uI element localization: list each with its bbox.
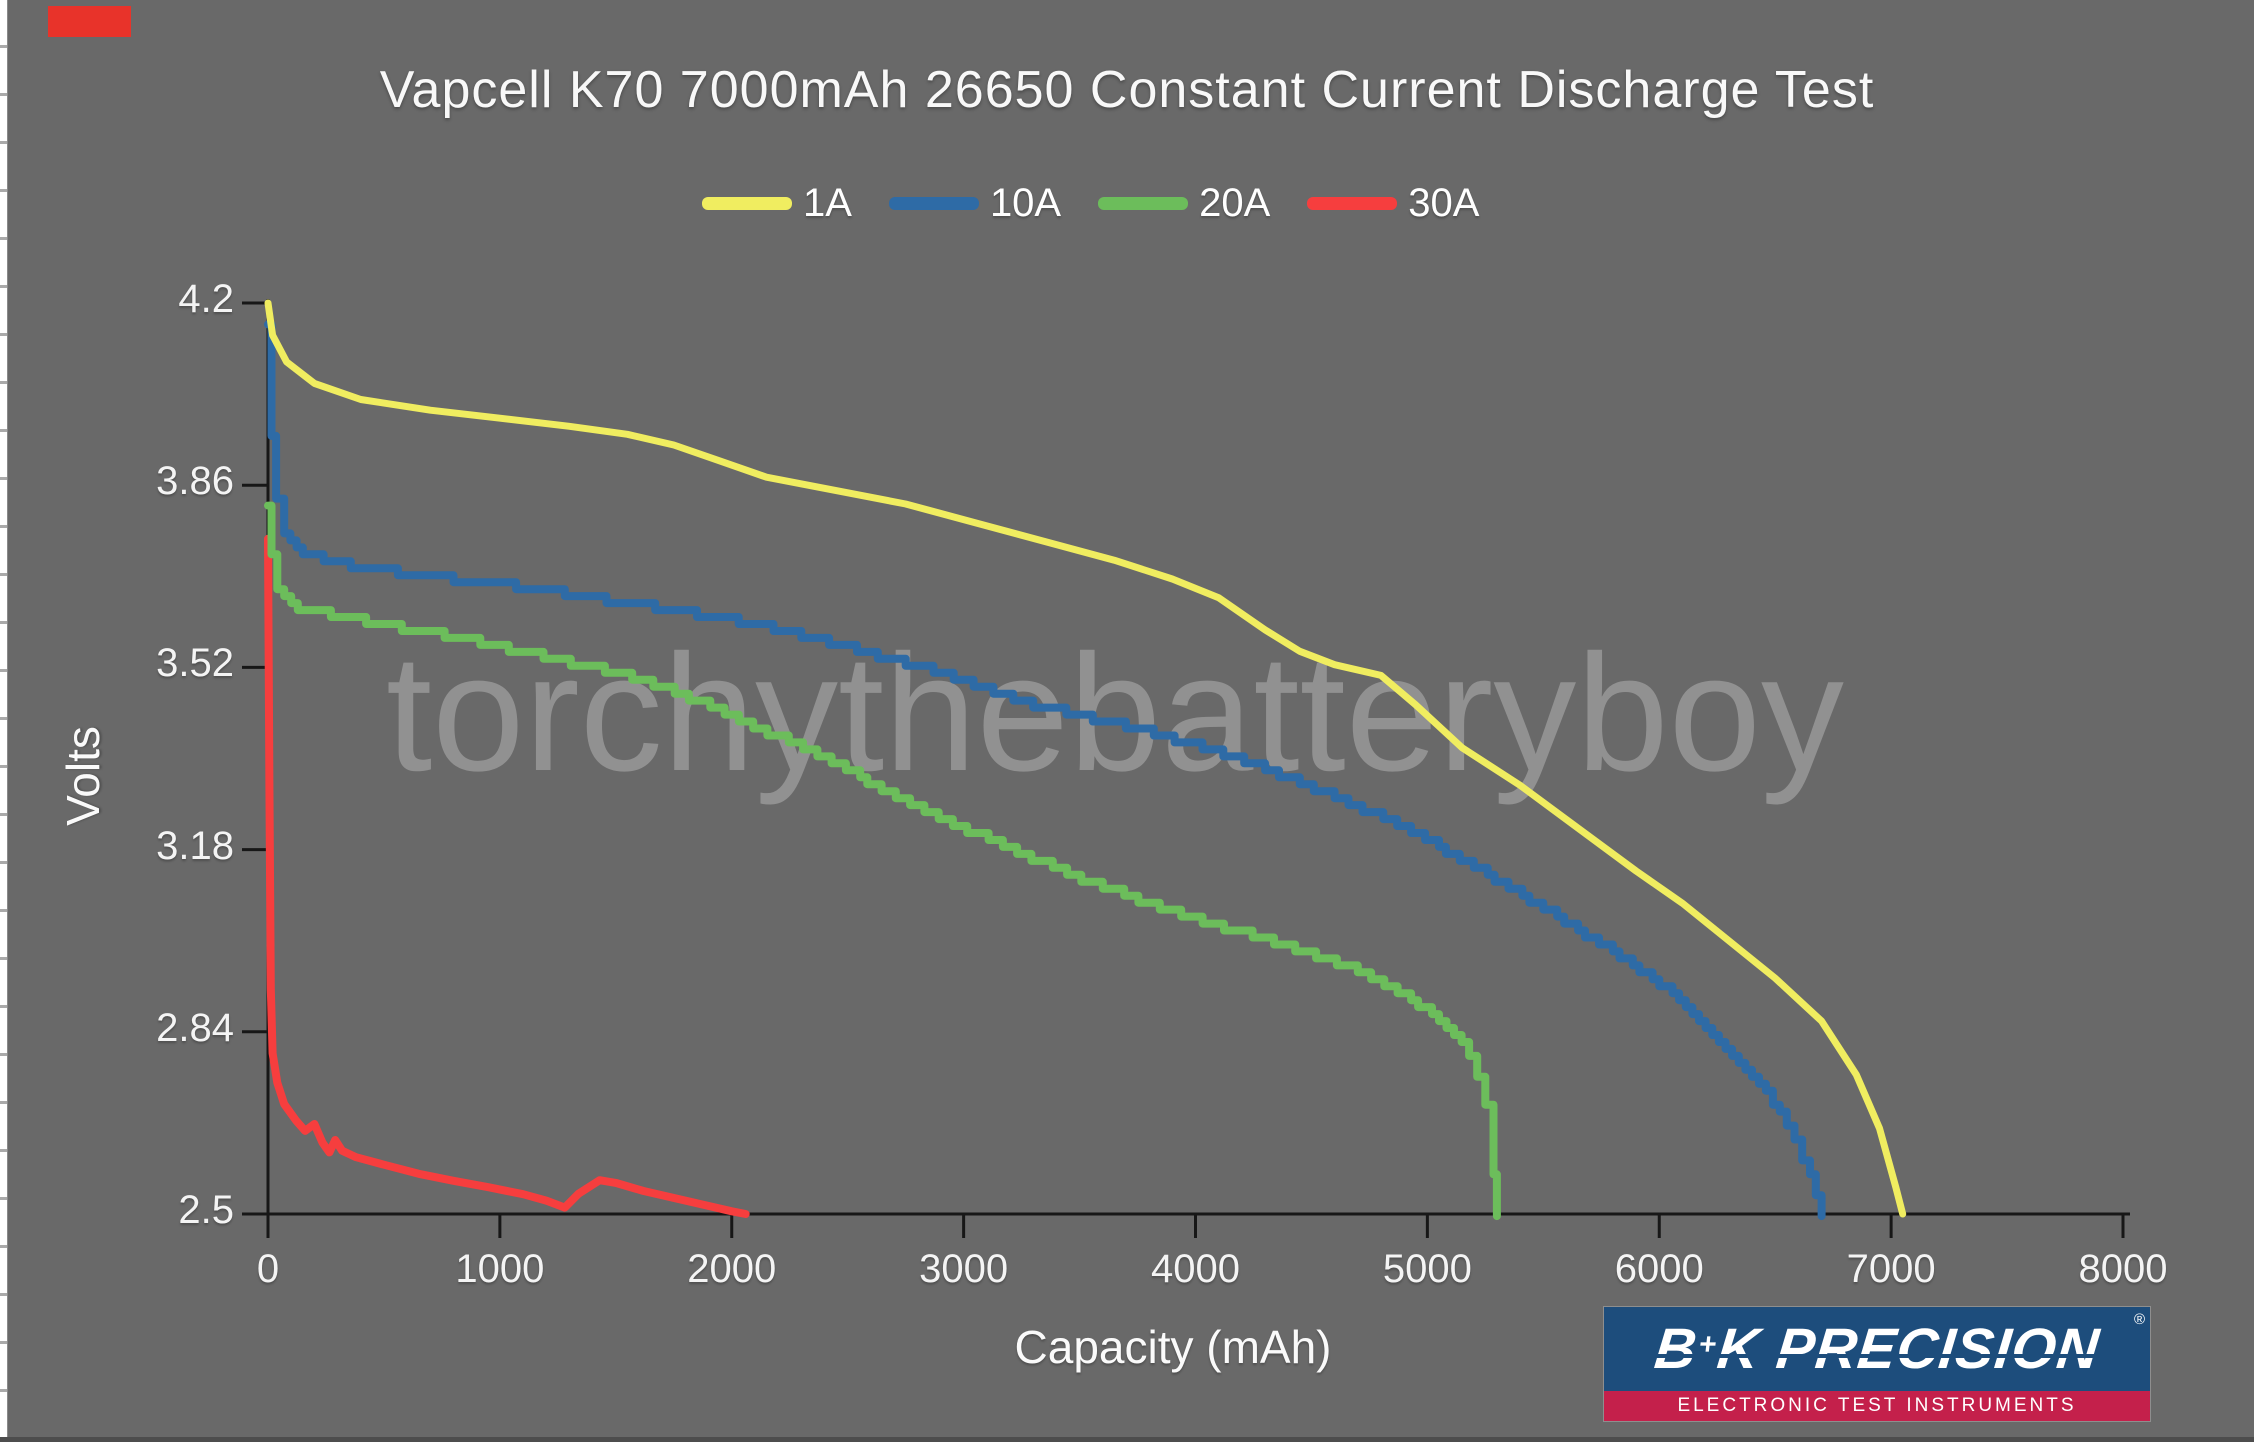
registered-trademark-icon: ® xyxy=(2133,1311,2145,1328)
legend-item-20A: 20A xyxy=(1098,181,1270,226)
legend-label: 1A xyxy=(803,181,852,225)
chart-title: Vapcell K70 7000mAh 26650 Constant Curre… xyxy=(379,61,1875,119)
logo-k: K xyxy=(1714,1317,1764,1381)
bottom-edge-strip xyxy=(0,1437,2254,1442)
bk-precision-logo-band: ELECTRONIC TEST INSTRUMENTS xyxy=(1604,1391,2150,1421)
x-tick-label: 5000 xyxy=(1382,1247,1472,1291)
logo-b: B xyxy=(1651,1317,1701,1381)
legend-item-1A: 1A xyxy=(702,181,852,226)
y-tick-label: 2.84 xyxy=(156,1005,234,1050)
logo-tagline: ELECTRONIC TEST INSTRUMENTS xyxy=(1677,1395,2077,1416)
x-tick-label: 3000 xyxy=(919,1247,1009,1291)
legend-swatch-30A xyxy=(1307,197,1398,210)
bk-precision-wordmark: B+K PRECISION xyxy=(1651,1316,2102,1382)
logo-slash-line xyxy=(1612,1354,2124,1358)
curve-20A xyxy=(264,501,1501,1221)
x-tick-label: 0 xyxy=(256,1247,280,1291)
legend-swatch-1A xyxy=(702,197,792,210)
bk-precision-logo-main: B+K PRECISION ® xyxy=(1604,1307,2150,1391)
logo-name: PRECISION xyxy=(1773,1317,2103,1381)
legend-swatch-20A xyxy=(1098,197,1189,210)
y-tick-label: 4.2 xyxy=(178,277,234,321)
y-tick-label: 2.5 xyxy=(178,1188,234,1232)
y-tick-label: 3.52 xyxy=(156,641,234,686)
x-tick-label: 7000 xyxy=(1846,1247,1936,1291)
red-marker-rectangle xyxy=(48,6,131,37)
curve-1A xyxy=(264,299,1907,1218)
watermark-text: torchythebatteryboy xyxy=(386,621,1844,806)
curve-10A xyxy=(264,320,1826,1221)
x-tick-label: 4000 xyxy=(1151,1247,1240,1291)
bk-precision-logo: B+K PRECISION ® ELECTRONIC TEST INSTRUME… xyxy=(1604,1307,2150,1421)
legend-label: 30A xyxy=(1408,181,1480,225)
x-tick-label: 1000 xyxy=(455,1247,545,1291)
legend-item-10A: 10A xyxy=(888,181,1062,226)
curve-30A xyxy=(264,534,750,1218)
notebook-edge-ruler xyxy=(0,0,8,1442)
legend-label: 20A xyxy=(1199,181,1271,225)
x-tick-label: 6000 xyxy=(1614,1247,1704,1291)
legend-swatch-10A xyxy=(888,197,979,210)
x-tick-label: 8000 xyxy=(2078,1247,2168,1291)
x-tick-label: 2000 xyxy=(687,1247,777,1291)
x-axis-label: Capacity (mAh) xyxy=(1014,1321,1332,1373)
legend-item-30A: 30A xyxy=(1307,181,1479,226)
y-tick-label: 3.86 xyxy=(156,459,234,504)
legend-label: 10A xyxy=(989,181,1062,225)
y-axis-label: Volts xyxy=(57,726,109,826)
chart-legend: 1A 10A 20A 30A xyxy=(702,181,1479,226)
y-tick-label: 3.18 xyxy=(156,823,234,868)
